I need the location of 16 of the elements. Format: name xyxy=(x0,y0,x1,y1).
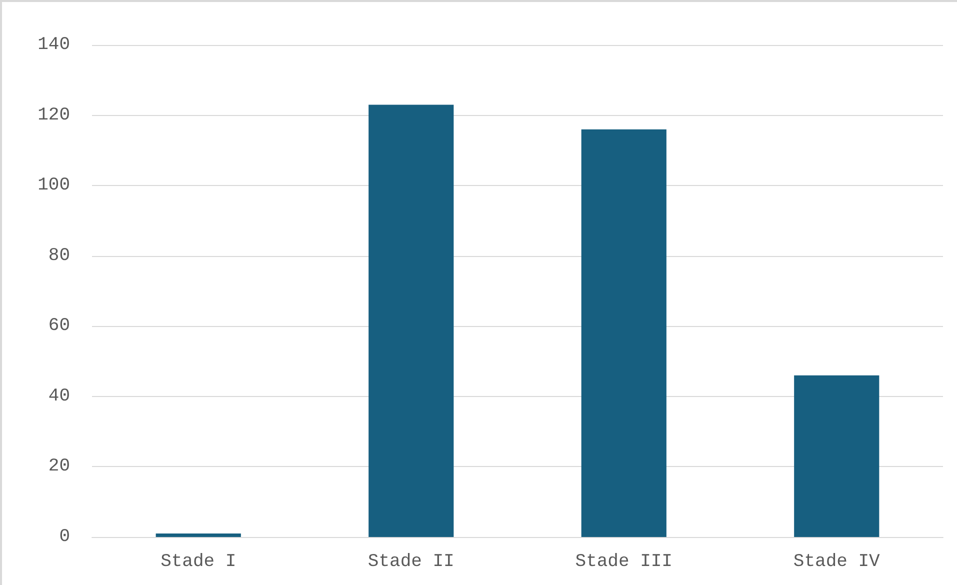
bar xyxy=(368,104,454,537)
y-tick-label: 140 xyxy=(38,35,70,55)
x-tick-label: Stade IV xyxy=(793,552,880,572)
y-tick-label: 120 xyxy=(38,105,70,126)
bar xyxy=(581,129,666,537)
bar xyxy=(156,533,241,537)
y-tick-label: 80 xyxy=(48,246,70,266)
x-tick-label: Stade I xyxy=(160,552,236,572)
y-tick-label: 60 xyxy=(48,316,70,336)
y-tick-label: 0 xyxy=(59,527,70,547)
y-tick-label: 100 xyxy=(38,176,70,196)
x-tick-label: Stade III xyxy=(575,552,672,572)
x-tick-label: Stade II xyxy=(368,552,454,572)
y-tick-label: 20 xyxy=(48,456,70,477)
y-tick-label: 40 xyxy=(48,386,70,406)
bar xyxy=(794,375,880,537)
